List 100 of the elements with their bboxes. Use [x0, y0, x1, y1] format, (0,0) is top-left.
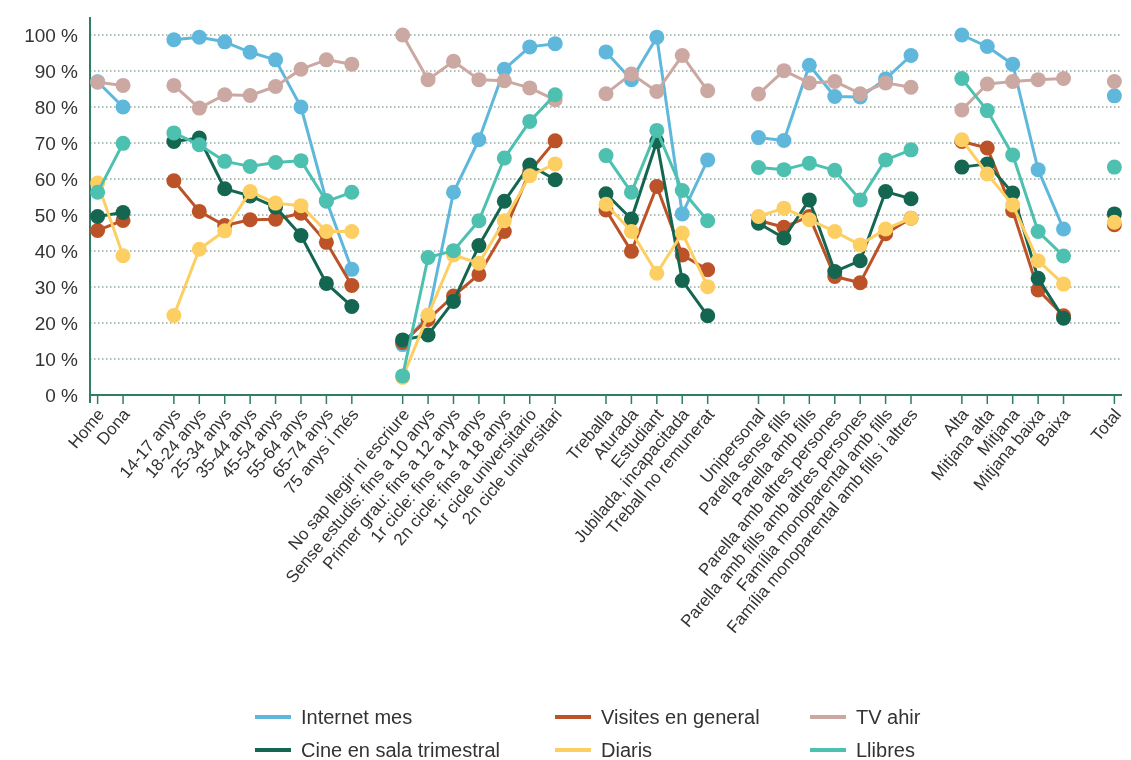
- point: [344, 278, 360, 294]
- point: [903, 191, 919, 207]
- point: [268, 195, 284, 211]
- point: [496, 193, 512, 209]
- y-tick-label: 20 %: [34, 312, 79, 334]
- point: [776, 230, 792, 246]
- point: [1030, 72, 1046, 88]
- point: [496, 73, 512, 89]
- point: [268, 78, 284, 94]
- point: [547, 87, 563, 103]
- point: [318, 224, 334, 240]
- point: [90, 184, 106, 200]
- point: [166, 77, 182, 93]
- point: [801, 57, 817, 73]
- point: [268, 211, 284, 227]
- point: [751, 130, 767, 146]
- point: [878, 184, 894, 200]
- point: [293, 153, 309, 169]
- point: [420, 249, 436, 265]
- legend-label: Diaris: [601, 739, 653, 760]
- point: [979, 76, 995, 92]
- point: [1005, 56, 1021, 72]
- point: [471, 132, 487, 148]
- legend-label: Cine en sala trimestral: [301, 739, 500, 760]
- point: [217, 181, 233, 197]
- legend-label: Llibres: [856, 739, 915, 760]
- point: [191, 100, 207, 116]
- point: [649, 29, 665, 45]
- point: [852, 275, 868, 291]
- point: [344, 261, 360, 277]
- point: [191, 29, 207, 45]
- point: [293, 198, 309, 214]
- point: [700, 152, 716, 168]
- point: [801, 75, 817, 91]
- point: [674, 225, 690, 241]
- point: [395, 27, 411, 43]
- point: [217, 87, 233, 103]
- point: [115, 204, 131, 220]
- point: [649, 265, 665, 281]
- legend-label: Visites en general: [601, 706, 760, 728]
- point: [90, 222, 106, 238]
- y-tick-label: 0 %: [45, 384, 79, 406]
- point: [471, 255, 487, 271]
- point: [623, 224, 639, 240]
- point: [242, 87, 258, 103]
- point: [445, 184, 461, 200]
- point: [293, 228, 309, 244]
- point: [191, 203, 207, 219]
- point: [954, 71, 970, 87]
- point: [878, 221, 894, 237]
- point: [623, 66, 639, 82]
- point: [522, 39, 538, 55]
- point: [801, 192, 817, 208]
- y-tick-label: 50 %: [34, 204, 79, 226]
- point: [115, 99, 131, 115]
- y-tick-label: 80 %: [34, 96, 79, 118]
- point: [318, 52, 334, 68]
- point: [827, 162, 843, 178]
- y-tick-label: 10 %: [34, 348, 79, 370]
- point: [954, 27, 970, 43]
- point: [827, 73, 843, 89]
- point: [801, 212, 817, 228]
- point: [1005, 197, 1021, 213]
- point: [344, 184, 360, 200]
- point: [496, 150, 512, 166]
- point: [166, 173, 182, 189]
- point: [445, 293, 461, 309]
- point: [445, 53, 461, 69]
- point: [242, 212, 258, 228]
- point: [1030, 270, 1046, 286]
- point: [1005, 73, 1021, 89]
- point: [700, 279, 716, 295]
- point: [471, 238, 487, 254]
- point: [1106, 88, 1122, 104]
- point: [598, 86, 614, 102]
- point: [268, 52, 284, 68]
- legend-label: Internet mes: [301, 706, 413, 728]
- point: [1106, 73, 1122, 89]
- point: [217, 153, 233, 169]
- point: [191, 241, 207, 257]
- point: [115, 248, 131, 264]
- point: [344, 298, 360, 314]
- point: [852, 253, 868, 269]
- y-tick-label: 30 %: [34, 276, 79, 298]
- point: [344, 224, 360, 240]
- point: [700, 308, 716, 324]
- point: [90, 208, 106, 224]
- point: [598, 196, 614, 212]
- point: [954, 159, 970, 175]
- point: [776, 132, 792, 148]
- point: [674, 48, 690, 64]
- point: [547, 172, 563, 188]
- point: [547, 156, 563, 172]
- point: [827, 89, 843, 105]
- point: [954, 102, 970, 118]
- point: [242, 44, 258, 60]
- point: [293, 99, 309, 115]
- point: [776, 200, 792, 216]
- point: [1106, 159, 1122, 175]
- point: [547, 36, 563, 52]
